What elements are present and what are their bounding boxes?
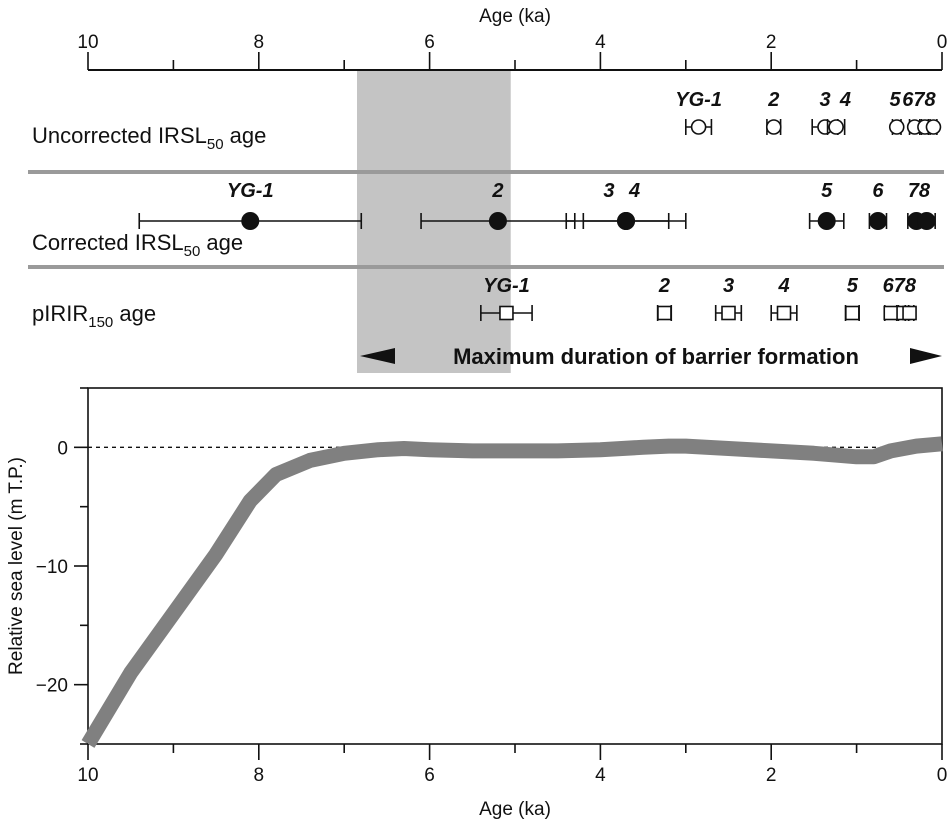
bottom-axis-tick-label: 4	[595, 765, 606, 786]
sample-label: YG-1	[483, 275, 530, 297]
corrected-irsl-point	[817, 212, 836, 230]
sample-label: 3	[819, 89, 830, 111]
corrected-irsl-point	[868, 212, 887, 230]
bottom-axis-tick-label: 8	[254, 765, 265, 786]
pirir-point	[902, 305, 917, 321]
bottom-axis-tick-label: 0	[937, 765, 948, 786]
pirir-point	[721, 305, 736, 321]
banner-text: Maximum duration of barrier formation	[453, 344, 859, 369]
sample-label: 3	[723, 275, 734, 297]
sample-label: 4	[839, 89, 851, 111]
banner-right-arrow-icon	[910, 348, 942, 364]
uncorrected-irsl-point	[690, 119, 707, 135]
y-axis-tick-label: 0	[57, 438, 68, 459]
corrected-irsl-point	[617, 212, 636, 230]
sample-label: 2	[491, 180, 503, 202]
sea-level-curve	[81, 436, 943, 748]
uncorrected-irsl-point	[765, 119, 782, 135]
sample-label: YG-1	[675, 89, 722, 111]
y-axis-title: Relative sea level (m T.P.)	[6, 457, 27, 675]
uncorrected-irsl-point	[888, 119, 905, 135]
pirir-point	[499, 305, 514, 321]
y-axis-tick-label: −20	[36, 676, 68, 697]
banner-left-arrow-icon	[360, 348, 395, 364]
row-label-uncorrected-irsl: Uncorrected IRSL50 age	[32, 123, 266, 153]
top-axis-ticks: 10 8 6 4 2 0	[77, 32, 947, 70]
sample-label: 6	[872, 180, 884, 202]
bottom-axis-tick-label: 6	[424, 765, 435, 786]
sample-label: 4	[628, 180, 640, 202]
row-label-pirir: pIRIR150 age	[32, 301, 156, 331]
sample-label: 2	[767, 89, 779, 111]
sample-label: 5	[821, 180, 833, 202]
sample-label: 4	[777, 275, 789, 297]
top-axis-tick-label: 8	[254, 32, 265, 53]
top-axis-tick-label: 6	[424, 32, 435, 53]
sample-label: 678	[883, 275, 917, 297]
pirir-point	[845, 305, 860, 321]
pirir-point	[776, 305, 792, 321]
corrected-irsl-point	[241, 212, 260, 230]
bottom-axis-tick-label: 2	[766, 765, 777, 786]
sample-label: 2	[658, 275, 670, 297]
pirir-point	[657, 305, 672, 321]
top-axis-tick-label: 2	[766, 32, 777, 53]
top-axis-tick-label: 4	[595, 32, 606, 53]
sample-label: YG-1	[227, 180, 274, 202]
sample-label: 5	[889, 89, 901, 111]
row-label-corrected-irsl: Corrected IRSL50 age	[32, 230, 243, 260]
top-axis-tick-label: 10	[77, 32, 98, 53]
corrected-irsl-point	[917, 212, 936, 230]
corrected-irsl-point	[488, 212, 507, 230]
bottom-axis-title: Age (ka)	[479, 799, 551, 820]
age-points	[138, 119, 942, 321]
top-axis-title: Age (ka)	[479, 6, 551, 27]
uncorrected-irsl-point	[925, 119, 942, 135]
sample-label: 3	[603, 180, 614, 202]
lower-axes: 10 8 6 4 2 0 0 −10 −20	[36, 387, 948, 786]
bottom-axis-tick-label: 10	[77, 765, 98, 786]
uncorrected-irsl-point	[828, 119, 844, 135]
top-axis-tick-label: 0	[937, 32, 948, 53]
y-axis-tick-label: −10	[36, 557, 68, 578]
sample-label: 5	[847, 275, 859, 297]
sample-label: 78	[908, 180, 931, 202]
sample-label: 678	[902, 89, 936, 111]
pirir-point	[883, 305, 899, 321]
